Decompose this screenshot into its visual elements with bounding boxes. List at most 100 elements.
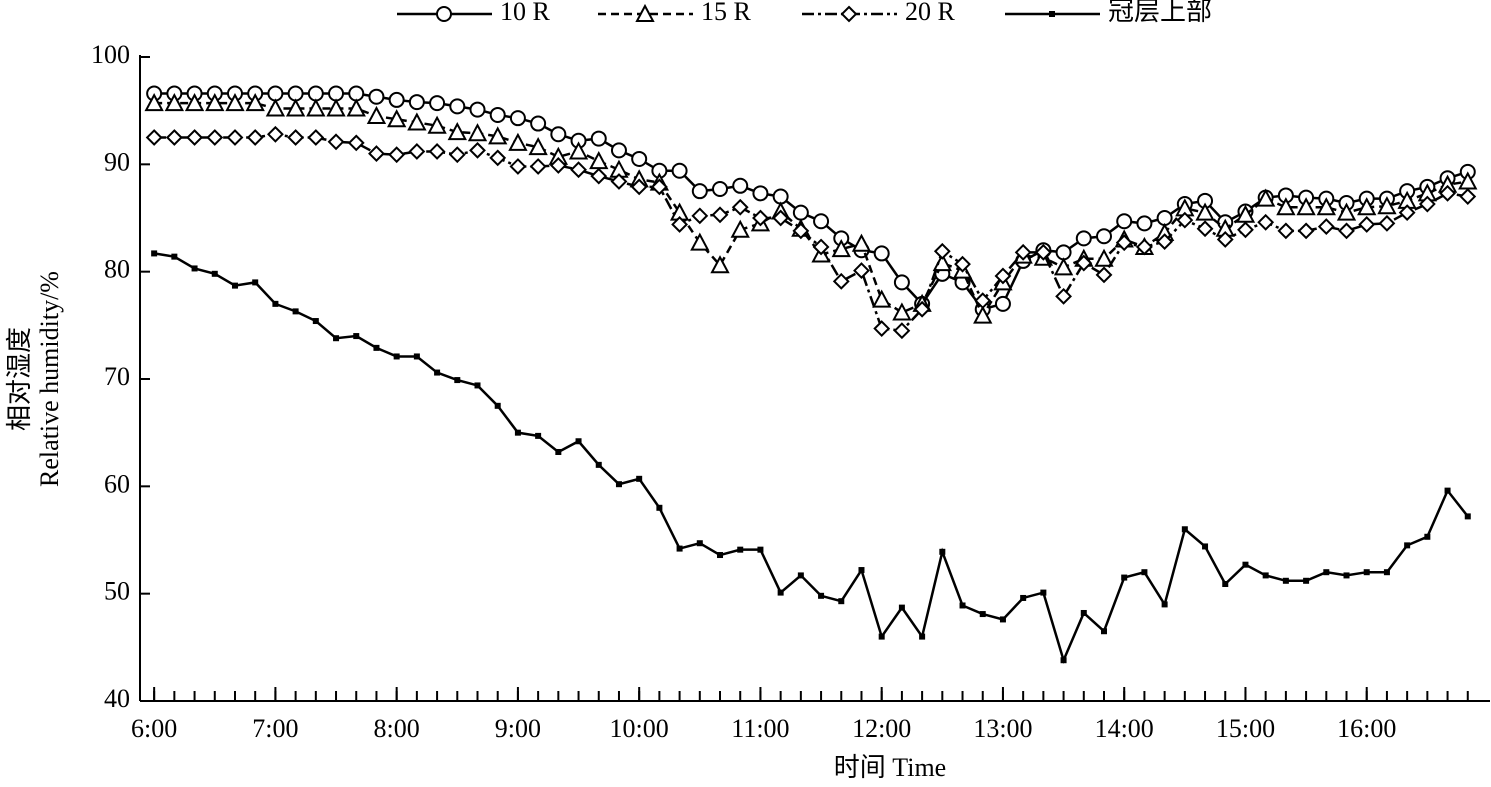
marker [252,279,259,286]
marker [832,272,850,290]
legend-label: 10 R [500,0,551,26]
marker [589,150,609,170]
marker [1020,594,1027,601]
marker [454,377,461,384]
marker [348,85,365,102]
marker [1095,228,1112,245]
marker [449,98,466,115]
x-tick-label: 15:00 [1216,714,1275,743]
marker [838,598,845,605]
x-tick-label: 13:00 [973,714,1032,743]
marker [408,143,426,160]
marker [312,318,319,325]
marker [1237,221,1254,239]
marker [696,540,703,547]
marker [1136,215,1153,232]
marker [691,207,709,225]
marker [1297,222,1315,240]
marker [1080,609,1087,616]
marker [610,142,627,159]
marker [1121,574,1128,581]
marker [1317,218,1335,236]
marker [792,222,810,240]
marker [898,604,905,611]
marker [630,178,648,196]
marker [285,98,306,117]
marker [408,94,425,111]
marker [1383,569,1390,576]
marker [1404,542,1411,549]
marker [676,545,683,552]
marker [999,616,1006,623]
marker [246,129,264,146]
marker [448,146,466,164]
marker [595,461,602,468]
marker [211,270,218,277]
marker [434,369,441,376]
marker [1242,561,1249,568]
marker [206,129,224,146]
marker [1055,287,1072,305]
marker [1439,184,1456,202]
marker [287,85,304,102]
legend-marker [840,5,858,23]
legend-marker [1049,11,1055,17]
marker [1338,222,1355,240]
marker [469,141,486,159]
marker [1040,589,1047,596]
marker [550,126,567,143]
marker [469,101,486,118]
marker [328,85,345,102]
marker [326,98,346,117]
x-tick-label: 9:00 [495,714,541,743]
legend-marker [436,6,452,22]
x-tick-label: 8:00 [374,714,420,743]
marker [873,245,890,262]
marker [327,133,345,151]
legend-marker [635,3,655,22]
marker [1323,569,1330,576]
marker [1377,196,1397,215]
marker [1161,601,1168,608]
marker [812,238,830,256]
marker [973,305,993,324]
marker [1095,266,1113,284]
marker [939,548,946,555]
marker [872,289,892,308]
marker [892,302,912,321]
series-line [153,252,1469,664]
marker [711,206,729,224]
marker [1424,533,1431,540]
y-tick-label: 50 [104,577,130,606]
marker [528,137,548,156]
marker [488,126,508,145]
y-tick-label: 100 [91,40,130,69]
marker [752,209,769,227]
marker [549,156,567,174]
y-axis-label: 相对湿度 [5,327,34,431]
x-tick-label: 12:00 [852,714,911,743]
marker [226,129,244,146]
marker [231,282,238,289]
marker [144,93,164,112]
marker [267,85,284,102]
marker [893,274,910,291]
legend-label: 冠层上部 [1108,0,1212,26]
marker [489,106,506,123]
marker [959,602,966,609]
marker [1418,195,1436,213]
marker [1141,569,1148,576]
x-tick-label: 7:00 [252,714,298,743]
y-tick-label: 40 [104,684,130,713]
marker [1459,188,1477,205]
marker [691,183,708,200]
marker [171,253,178,260]
marker [1296,197,1316,216]
marker [590,130,607,147]
marker [307,85,324,102]
marker [489,149,507,167]
marker [1136,238,1153,256]
marker [386,109,407,128]
marker [757,546,764,553]
marker [913,300,931,318]
